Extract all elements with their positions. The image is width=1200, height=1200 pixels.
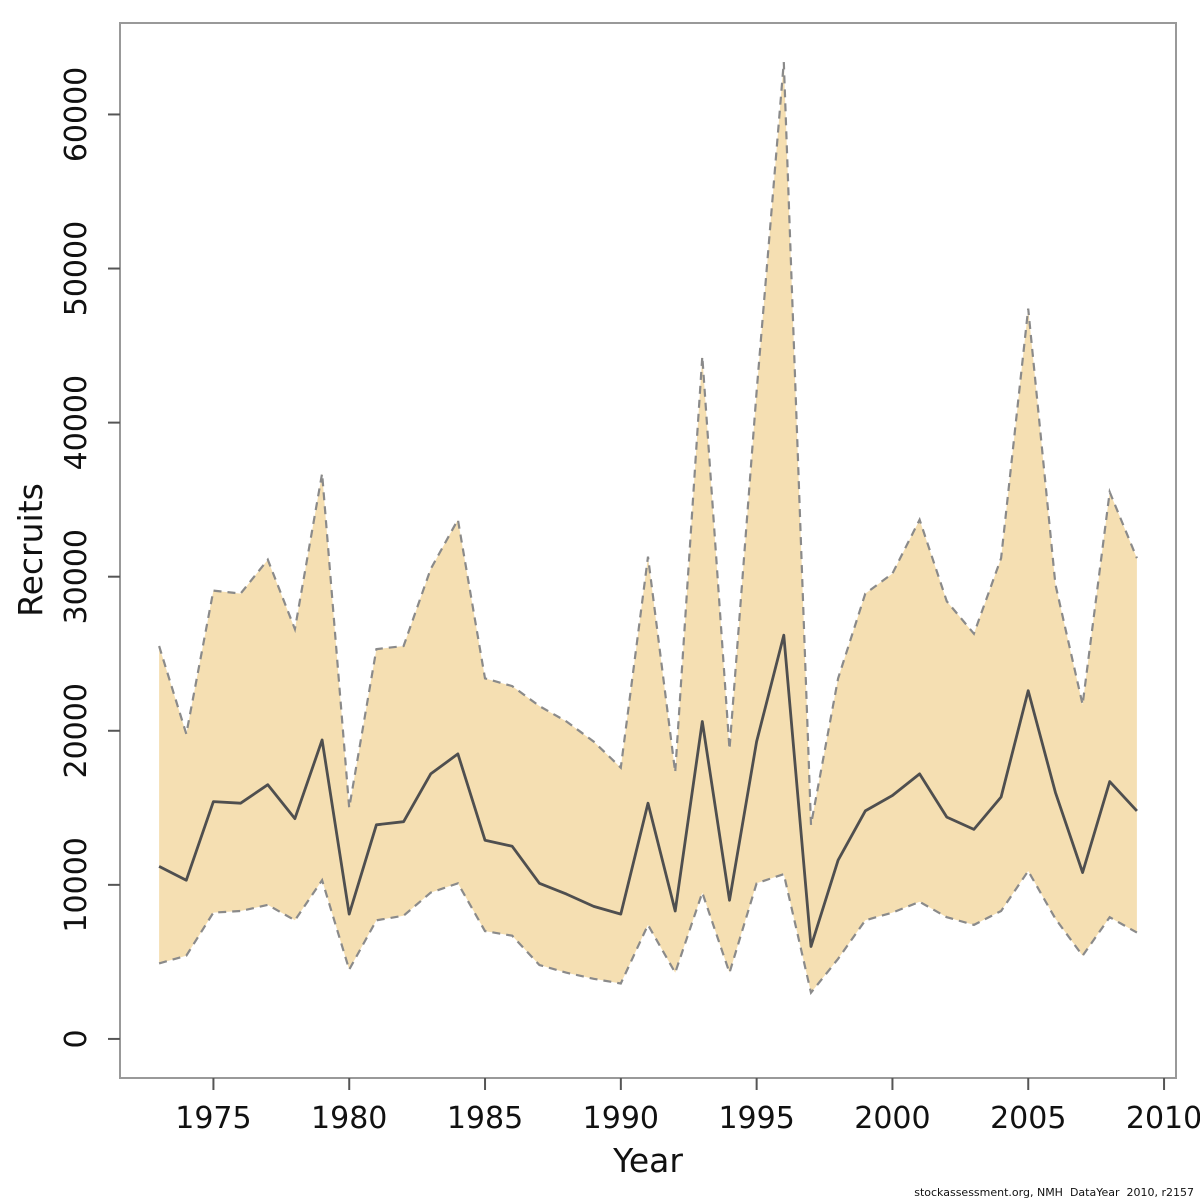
watermark-text: stockassessment.org, NMH DataYear 2010, … bbox=[914, 1186, 1194, 1199]
y-tick-label: 0 bbox=[59, 1029, 94, 1048]
x-tick-label: 2010 bbox=[1126, 1101, 1200, 1136]
y-axis-label: Recruits bbox=[11, 483, 50, 617]
y-tick-label: 30000 bbox=[59, 529, 94, 624]
x-axis-label: Year bbox=[612, 1141, 683, 1180]
y-tick-label: 50000 bbox=[59, 221, 94, 316]
x-tick-label: 1995 bbox=[718, 1101, 794, 1136]
y-tick-label: 10000 bbox=[59, 837, 94, 932]
estimate-line bbox=[158, 633, 1138, 948]
x-tick-label: 1980 bbox=[311, 1101, 387, 1136]
lower-ci-line bbox=[158, 868, 1138, 996]
x-tick-label: 1985 bbox=[447, 1101, 523, 1136]
y-tick-label: 60000 bbox=[59, 67, 94, 162]
x-tick-label: 1975 bbox=[175, 1101, 251, 1136]
x-tick-label: 2000 bbox=[854, 1101, 930, 1136]
x-tick-label: 2005 bbox=[990, 1101, 1066, 1136]
plot-border bbox=[119, 22, 1177, 1079]
x-axis-ticks: 1975 1980 1985 1990 1995 2000 2005 2010 bbox=[175, 1078, 1200, 1136]
confidence-band bbox=[159, 62, 1137, 993]
upper-ci-line bbox=[158, 62, 1138, 826]
x-tick-label: 1990 bbox=[583, 1101, 659, 1136]
y-tick-label: 40000 bbox=[59, 375, 94, 470]
y-axis-ticks: 0 10000 20000 30000 40000 50000 60000 bbox=[59, 67, 120, 1048]
y-tick-label: 20000 bbox=[59, 683, 94, 778]
